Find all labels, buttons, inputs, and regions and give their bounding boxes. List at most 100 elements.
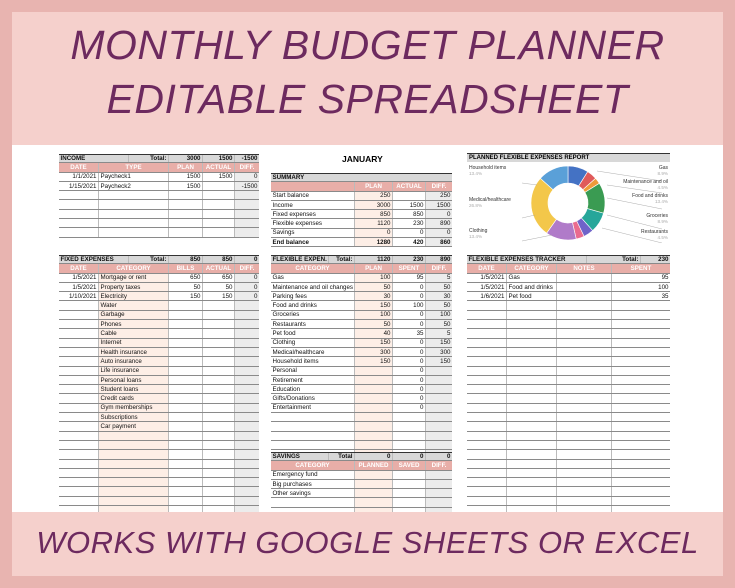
tracker-cell[interactable] (557, 440, 612, 450)
tracker-cell[interactable] (507, 506, 557, 512)
tracker-cell[interactable] (467, 329, 507, 338)
tracker-cell[interactable] (612, 413, 670, 422)
tracker-cell[interactable] (507, 413, 557, 422)
fixed-cell[interactable] (203, 478, 235, 487)
tracker-cell[interactable] (557, 450, 612, 459)
summary-cell[interactable]: 1120 (355, 219, 393, 228)
flexible-cell[interactable]: Household items (271, 357, 355, 366)
fixed-cell[interactable]: Life insurance (99, 366, 169, 375)
flexible-cell[interactable]: 50 (355, 282, 393, 292)
fixed-cell[interactable] (169, 413, 203, 422)
income-cell[interactable]: 0 (235, 172, 259, 181)
tracker-cell[interactable]: Gas (507, 273, 557, 282)
flexible-cell[interactable]: Clothing (271, 338, 355, 347)
tracker-cell[interactable]: 100 (612, 282, 670, 292)
tracker-cell[interactable] (612, 422, 670, 431)
fixed-cell[interactable] (169, 338, 203, 347)
tracker-cell[interactable]: Pet food (507, 292, 557, 301)
income-cell[interactable] (59, 191, 99, 200)
flexible-cell[interactable]: 300 (426, 347, 452, 357)
fixed-cell[interactable] (235, 431, 259, 440)
summary-cell[interactable]: 850 (355, 210, 393, 219)
flexible-cell[interactable] (355, 440, 393, 450)
flexible-cell[interactable]: 0 (393, 347, 426, 357)
fixed-cell[interactable] (99, 459, 169, 468)
fixed-cell[interactable] (59, 487, 99, 496)
income-cell[interactable] (235, 228, 259, 237)
tracker-cell[interactable] (612, 440, 670, 450)
income-cell[interactable] (59, 209, 99, 219)
income-cell[interactable] (203, 200, 235, 209)
flexible-cell[interactable] (426, 440, 452, 450)
fixed-cell[interactable] (169, 496, 203, 506)
tracker-cell[interactable] (467, 478, 507, 487)
tracker-cell[interactable] (557, 292, 612, 301)
fixed-cell[interactable] (169, 301, 203, 310)
fixed-cell[interactable] (59, 422, 99, 431)
summary-cell[interactable]: 860 (426, 238, 452, 247)
fixed-cell[interactable]: Mortgage or rent (99, 273, 169, 282)
flexible-cell[interactable] (393, 422, 426, 431)
savings-cell[interactable] (393, 489, 426, 498)
fixed-cell[interactable] (203, 506, 235, 512)
summary-cell[interactable]: 890 (426, 219, 452, 228)
fixed-cell[interactable] (99, 496, 169, 506)
fixed-cell[interactable] (99, 431, 169, 440)
tracker-cell[interactable] (557, 357, 612, 366)
fixed-cell[interactable] (235, 375, 259, 385)
income-cell[interactable] (203, 209, 235, 219)
fixed-cell[interactable] (169, 487, 203, 496)
summary-cell[interactable] (393, 191, 426, 200)
fixed-cell[interactable] (235, 301, 259, 310)
income-cell[interactable] (235, 191, 259, 200)
tracker-cell[interactable] (612, 375, 670, 385)
tracker-cell[interactable] (507, 431, 557, 440)
tracker-cell[interactable] (612, 347, 670, 357)
fixed-cell[interactable] (169, 357, 203, 366)
income-cell[interactable] (59, 200, 99, 209)
fixed-cell[interactable] (59, 375, 99, 385)
fixed-cell[interactable]: Health insurance (99, 347, 169, 357)
income-cell[interactable] (99, 200, 169, 209)
flexible-cell[interactable] (355, 403, 393, 413)
income-cell[interactable] (59, 219, 99, 228)
fixed-cell[interactable]: 650 (169, 273, 203, 282)
fixed-cell[interactable]: Student loans (99, 385, 169, 394)
fixed-cell[interactable] (59, 357, 99, 366)
summary-cell[interactable]: Fixed expenses (271, 210, 355, 219)
tracker-cell[interactable] (467, 320, 507, 329)
flexible-cell[interactable]: 0 (393, 385, 426, 394)
fixed-cell[interactable] (235, 310, 259, 320)
fixed-cell[interactable] (203, 422, 235, 431)
flexible-cell[interactable]: Restaurants (271, 320, 355, 329)
tracker-cell[interactable] (507, 338, 557, 347)
fixed-cell[interactable] (59, 459, 99, 468)
income-cell[interactable]: 1/15/2021 (59, 181, 99, 191)
tracker-cell[interactable] (507, 450, 557, 459)
fixed-cell[interactable] (203, 338, 235, 347)
tracker-cell[interactable] (507, 320, 557, 329)
summary-cell[interactable]: 1280 (355, 238, 393, 247)
fixed-cell[interactable] (203, 366, 235, 375)
fixed-cell[interactable]: Property taxes (99, 282, 169, 292)
tracker-cell[interactable] (612, 394, 670, 403)
flexible-cell[interactable]: 50 (355, 320, 393, 329)
flexible-cell[interactable]: 100 (393, 301, 426, 310)
savings-cell[interactable]: Other savings (271, 489, 355, 498)
tracker-cell[interactable] (557, 310, 612, 320)
tracker-cell[interactable] (467, 506, 507, 512)
tracker-cell[interactable] (467, 375, 507, 385)
income-cell[interactable] (99, 191, 169, 200)
fixed-cell[interactable] (203, 459, 235, 468)
tracker-cell[interactable] (612, 385, 670, 394)
fixed-cell[interactable] (169, 440, 203, 450)
income-cell[interactable] (169, 200, 203, 209)
savings-cell[interactable] (426, 470, 452, 479)
tracker-cell[interactable] (507, 329, 557, 338)
savings-cell[interactable] (426, 479, 452, 489)
fixed-cell[interactable] (59, 440, 99, 450)
income-cell[interactable] (169, 209, 203, 219)
fixed-cell[interactable] (235, 506, 259, 512)
flexible-cell[interactable]: Maintenance and oil changes (271, 282, 355, 292)
savings-cell[interactable] (426, 507, 452, 512)
